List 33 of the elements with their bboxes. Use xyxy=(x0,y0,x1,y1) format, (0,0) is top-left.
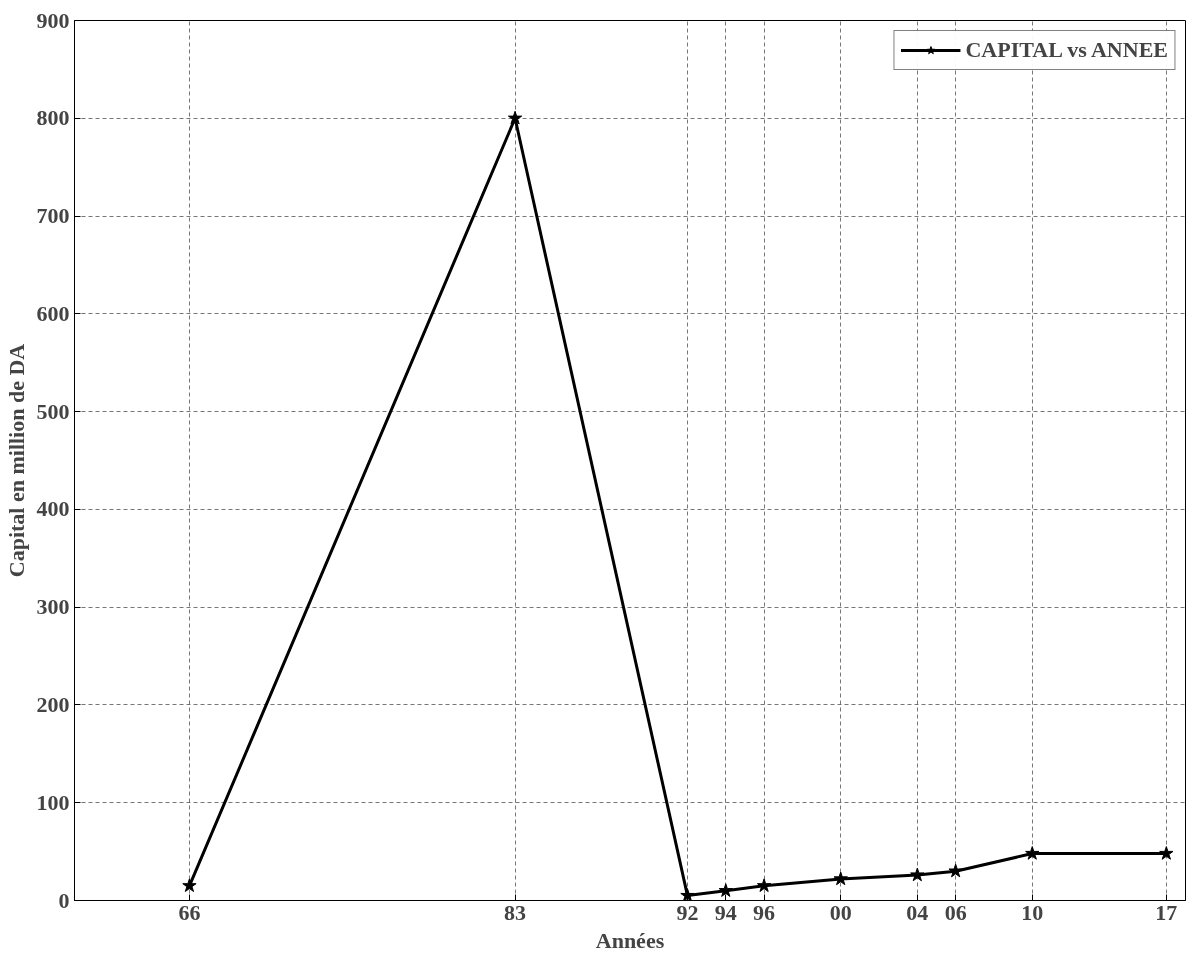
y-tick-label: 600 xyxy=(36,300,70,326)
x-axis-title: Années xyxy=(595,927,665,953)
y-tick-label: 100 xyxy=(36,789,70,815)
x-tick-label: 83 xyxy=(504,899,527,925)
y-tick-label: 900 xyxy=(36,7,70,33)
x-tick-label: 00 xyxy=(829,899,852,925)
point xyxy=(910,867,925,882)
x-tick-label: 06 xyxy=(944,899,967,925)
point xyxy=(680,888,695,901)
x-tick-label: 92 xyxy=(676,899,699,925)
y-tick-label: 500 xyxy=(36,398,70,424)
x-tick-label: 10 xyxy=(1021,899,1044,925)
x-tick-label: 04 xyxy=(906,899,929,925)
x-tick-label: 94 xyxy=(714,899,737,925)
point xyxy=(507,110,523,125)
x-tick-label: 96 xyxy=(753,899,776,925)
point xyxy=(948,863,963,878)
point xyxy=(833,871,848,886)
point xyxy=(756,878,772,892)
y-tick-label: 700 xyxy=(36,203,70,229)
x-tick-label: 66 xyxy=(178,899,201,925)
x-tick-label: 17 xyxy=(1155,899,1178,925)
point xyxy=(1159,846,1174,860)
y-tick-label: 200 xyxy=(36,691,70,717)
y-axis-title: Capital en million de DA xyxy=(3,343,29,578)
y-tick-label: 0 xyxy=(58,887,70,913)
point xyxy=(182,878,197,892)
point xyxy=(1025,846,1040,860)
legend-label: CAPITAL vs ANNEE xyxy=(965,37,1168,63)
y-tick-label: 800 xyxy=(36,105,70,131)
point xyxy=(718,883,733,897)
y-tick-label: 300 xyxy=(36,594,70,620)
y-tick-label: 400 xyxy=(36,496,70,522)
